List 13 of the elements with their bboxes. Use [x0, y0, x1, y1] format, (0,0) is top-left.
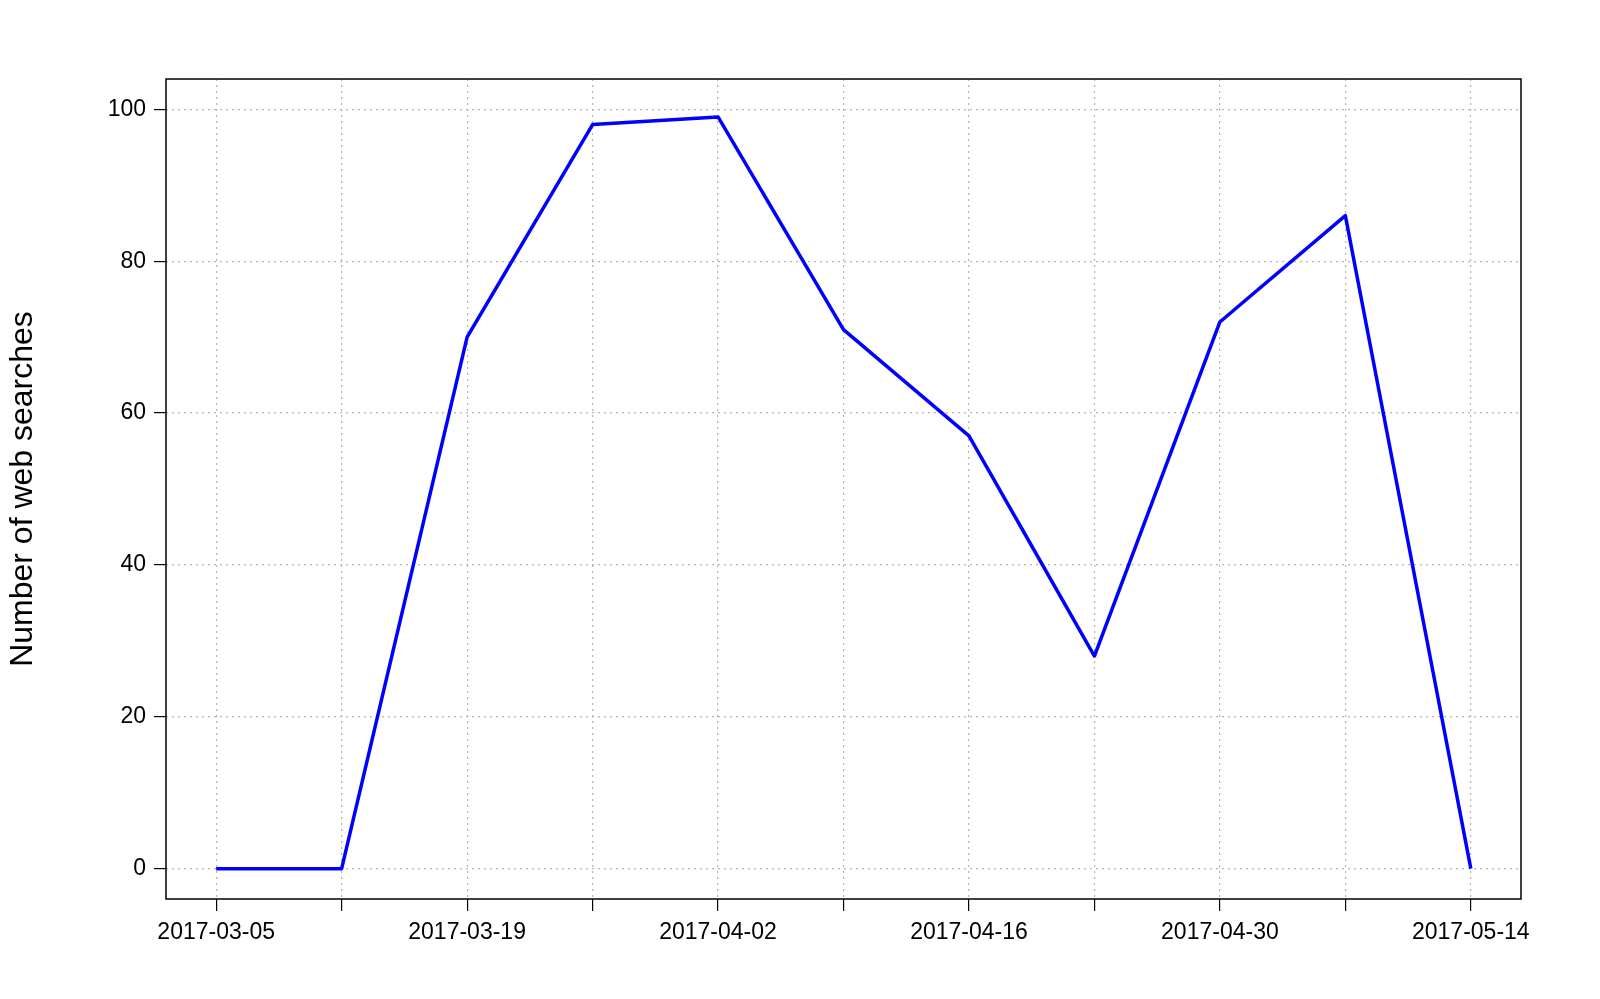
x-tick-label: 2017-05-14	[1411, 918, 1530, 945]
y-tick-label: 0	[133, 853, 146, 880]
y-axis-title: Number of web searches	[3, 311, 40, 667]
x-tick-label: 2017-03-19	[408, 918, 526, 945]
y-tick-label: 40	[120, 550, 146, 577]
x-tick-label: 2017-04-02	[659, 918, 777, 945]
x-tick-label: 2017-03-05	[157, 918, 276, 945]
x-tick-label: 2017-04-16	[910, 918, 1028, 945]
x-tick-label: 2017-04-30	[1161, 918, 1279, 945]
y-tick-label: 100	[107, 94, 146, 121]
y-tick-label: 20	[120, 702, 146, 729]
y-tick-label: 80	[120, 246, 146, 273]
y-tick-label: 60	[120, 398, 146, 425]
